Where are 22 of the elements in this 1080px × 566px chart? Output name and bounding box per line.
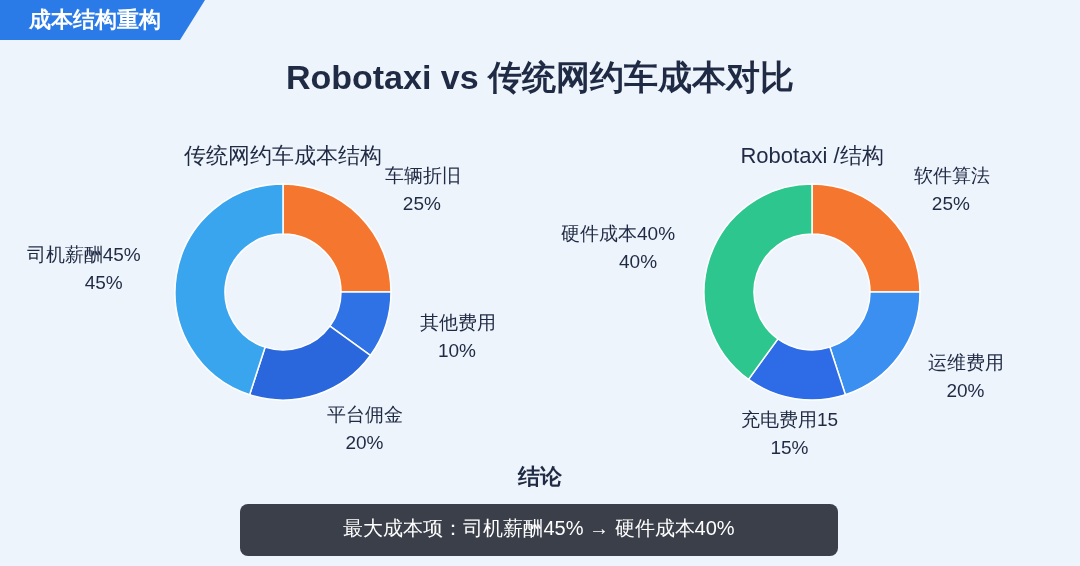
data-label: 25% (931, 193, 970, 215)
data-label: 10% (437, 339, 477, 361)
text: 最大成本项：司机薪酬45% → 硬件成本40% (343, 517, 735, 540)
slice-label: 充电费用15 (740, 409, 839, 431)
data-label: 40% (619, 250, 658, 272)
slice-label: 其他费用 (419, 311, 496, 333)
slice-label: 运维费用 (928, 351, 1005, 373)
text: Robotaxi vs 传统网约车成本对比 (285, 57, 795, 96)
data-label: 20% (345, 431, 384, 453)
slice-label: 车辆折旧 (384, 165, 461, 187)
data-label: 25% (402, 193, 441, 215)
slice-label: 平台佣金 (327, 403, 404, 425)
slice-label: 硬件成本40% (561, 222, 676, 244)
slice-label: 司机薪酬45% (26, 244, 141, 266)
data-label: 45% (84, 272, 123, 294)
chart-title: Robotaxi /结构 (740, 142, 884, 168)
data-label: 20% (946, 379, 985, 401)
text: 成本结构重构 (28, 6, 161, 32)
data-label: 15% (770, 437, 809, 459)
text: 结论 (517, 463, 563, 489)
chart-title: 传统网约车成本结构 (184, 142, 382, 168)
slice-label: 软件算法 (913, 165, 990, 187)
